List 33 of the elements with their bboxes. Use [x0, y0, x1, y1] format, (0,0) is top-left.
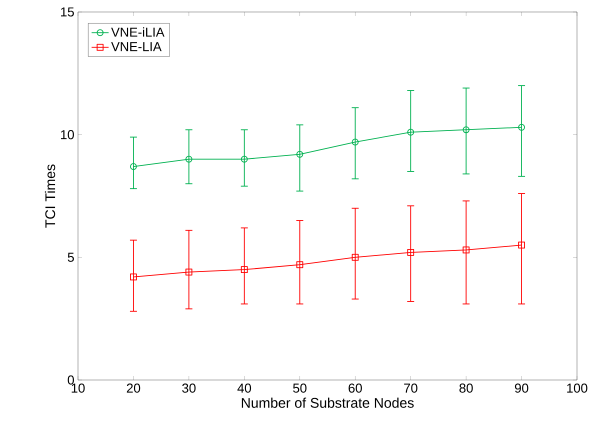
y-tick-label: 10 [61, 130, 74, 140]
x-tick-label: 30 [182, 384, 196, 393]
x-tick-label: 100 [567, 384, 588, 393]
point [407, 128, 414, 136]
x-axis-title: Number of Substrate Nodes [242, 398, 414, 408]
point [462, 246, 470, 254]
x-tick-label: 70 [404, 384, 418, 393]
point [130, 274, 137, 280]
x-tick-label: 80 [459, 384, 473, 393]
point [296, 261, 304, 268]
x-tick-label: 60 [348, 384, 362, 393]
x-tick-label: 20 [126, 384, 140, 393]
point [462, 126, 470, 134]
point [240, 266, 248, 274]
point [518, 124, 525, 131]
x-tick-label: 50 [293, 384, 306, 393]
point [130, 163, 137, 170]
x-tick-label: 90 [514, 384, 528, 393]
x-tick-label: 40 [237, 384, 252, 393]
y-tick-label: 15 [61, 7, 74, 17]
point [185, 156, 192, 163]
point [240, 156, 248, 163]
point [352, 138, 359, 146]
legend-label: VNE-LIA [111, 42, 162, 52]
point [352, 254, 359, 261]
y-tick-label: 0 [68, 375, 74, 385]
y-axis-title: TCI Times [44, 164, 56, 228]
legend-label: VNE-iLIA [111, 27, 164, 37]
point [185, 268, 192, 276]
y-tick-label: 5 [68, 252, 74, 262]
point [296, 150, 304, 158]
point [518, 242, 525, 249]
point [407, 248, 414, 256]
